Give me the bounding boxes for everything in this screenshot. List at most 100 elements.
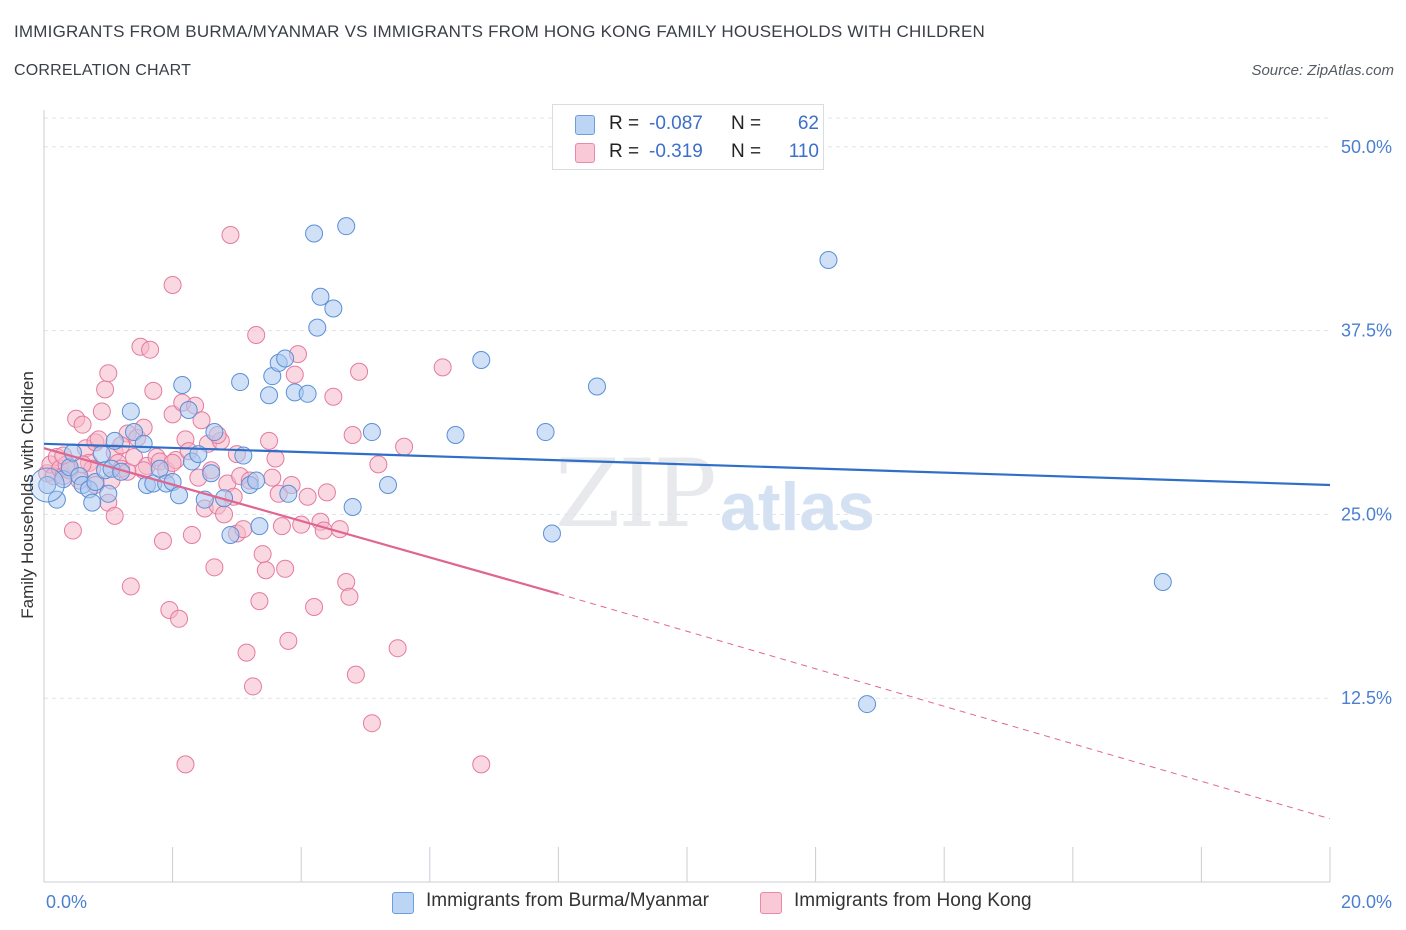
data-point-hong-kong: [266, 449, 285, 468]
data-point-hong-kong: [96, 380, 115, 399]
y-tick-label: 12.5%: [1341, 688, 1392, 708]
legend-r-label: R =: [609, 113, 640, 134]
x-tick-label: 0.0%: [46, 892, 87, 912]
legend-r-value: -0.319: [649, 141, 703, 162]
data-point-burma: [170, 486, 189, 505]
data-point-burma-large: [29, 467, 65, 503]
y-tick-label: 50.0%: [1341, 137, 1392, 157]
stats-legend: R = -0.087 N = 62 R = -0.319 N = 110: [552, 104, 824, 170]
data-point-hong-kong: [153, 531, 172, 550]
data-point-burma: [343, 498, 362, 517]
data-point-hong-kong: [305, 598, 324, 617]
data-point-hong-kong: [324, 387, 343, 406]
data-point-hong-kong: [285, 365, 304, 384]
data-point-hong-kong: [243, 677, 262, 696]
data-point-hong-kong: [205, 558, 224, 577]
data-point-hong-kong: [317, 483, 336, 502]
data-point-hong-kong: [346, 665, 365, 684]
data-point-hong-kong: [369, 455, 388, 474]
data-point-hong-kong: [170, 609, 189, 628]
data-point-hong-kong: [141, 340, 160, 359]
axes: [43, 110, 1331, 883]
data-point-hong-kong: [237, 643, 256, 662]
data-point-burma: [99, 484, 118, 503]
data-point-burma: [83, 493, 102, 512]
data-point-burma: [542, 524, 561, 543]
data-point-burma: [305, 224, 324, 243]
data-point-burma: [173, 375, 192, 394]
bottom-legend-label-hong-kong: Immigrants from Hong Kong: [794, 890, 1032, 911]
y-tick-label: 25.0%: [1341, 504, 1392, 524]
data-point-burma: [362, 423, 381, 442]
data-point-burma: [308, 318, 327, 337]
data-point-hong-kong: [247, 325, 266, 344]
legend-n-label: N =: [731, 113, 762, 134]
data-point-burma: [250, 517, 269, 536]
data-point-hong-kong: [298, 487, 317, 506]
data-point-hong-kong: [215, 505, 234, 524]
data-point-burma: [587, 377, 606, 396]
data-point-burma: [472, 350, 491, 369]
bottom-legend-swatch-burma: [392, 892, 414, 914]
data-point-hong-kong: [256, 561, 275, 580]
data-point-hong-kong: [92, 402, 111, 421]
data-point-hong-kong: [330, 520, 349, 539]
chart-subtitle: CORRELATION CHART: [14, 62, 192, 79]
data-point-burma: [179, 400, 198, 419]
data-point-burma: [446, 425, 465, 444]
data-point-burma: [379, 475, 398, 494]
data-point-hong-kong: [121, 577, 140, 596]
data-point-hong-kong: [105, 506, 124, 525]
source-label: Source: ZipAtlas.com: [1251, 62, 1394, 79]
watermark-zip: ZIP: [555, 440, 717, 549]
y-axis-label: Family Households with Children: [18, 371, 37, 619]
legend-n-value: 62: [797, 113, 819, 134]
data-point-burma: [324, 299, 343, 318]
data-point-hong-kong: [472, 755, 491, 774]
data-point-hong-kong: [221, 225, 240, 244]
data-point-hong-kong: [125, 448, 144, 467]
data-point-hong-kong: [176, 755, 195, 774]
legend-r-label: R =: [609, 141, 640, 162]
data-point-burma: [311, 287, 330, 306]
data-point-hong-kong: [263, 468, 282, 487]
tick-labels: 12.5% 25.0% 37.5% 50.0% 0.0% 20.0%: [46, 137, 1392, 912]
data-point-burma: [86, 473, 105, 492]
data-point-burma: [1153, 573, 1172, 592]
grid-lines: [44, 117, 1330, 699]
bottom-legend-label-burma: Immigrants from Burma/Myanmar: [426, 890, 709, 911]
points-burma: [29, 217, 1172, 714]
bottom-legend-swatch-hong-kong: [760, 892, 782, 914]
data-point-burma: [134, 434, 153, 453]
data-point-hong-kong: [343, 425, 362, 444]
data-point-hong-kong: [192, 411, 211, 430]
data-point-burma: [247, 471, 266, 490]
data-point-hong-kong: [340, 587, 359, 606]
data-point-hong-kong: [63, 521, 82, 540]
data-point-hong-kong: [276, 559, 295, 578]
trend-line-hong-kong-extrapolated: [558, 593, 1331, 820]
data-point-hong-kong: [144, 381, 163, 400]
data-point-burma: [202, 464, 221, 483]
chart-title: IMMIGRANTS FROM BURMA/MYANMAR VS IMMIGRA…: [14, 22, 985, 41]
data-point-burma: [260, 386, 279, 405]
data-point-burma: [337, 217, 356, 236]
data-point-hong-kong: [337, 573, 356, 592]
data-point-hong-kong: [99, 364, 118, 383]
data-point-hong-kong: [253, 545, 272, 564]
data-point-hong-kong: [250, 592, 269, 611]
watermark-atlas: atlas: [720, 469, 875, 545]
data-point-hong-kong: [163, 275, 182, 294]
data-point-hong-kong: [272, 517, 291, 536]
data-point-hong-kong: [362, 714, 381, 733]
legend-r-value: -0.087: [649, 113, 703, 134]
legend-swatch-burma: [575, 115, 595, 135]
y-tick-label: 37.5%: [1341, 321, 1392, 341]
data-point-burma: [38, 475, 57, 494]
data-point-burma: [536, 423, 555, 442]
x-tick-label: 20.0%: [1341, 892, 1392, 912]
data-point-burma: [276, 349, 295, 368]
data-point-burma: [92, 445, 111, 464]
data-point-burma: [221, 525, 240, 544]
trend-lines: [43, 442, 1331, 820]
